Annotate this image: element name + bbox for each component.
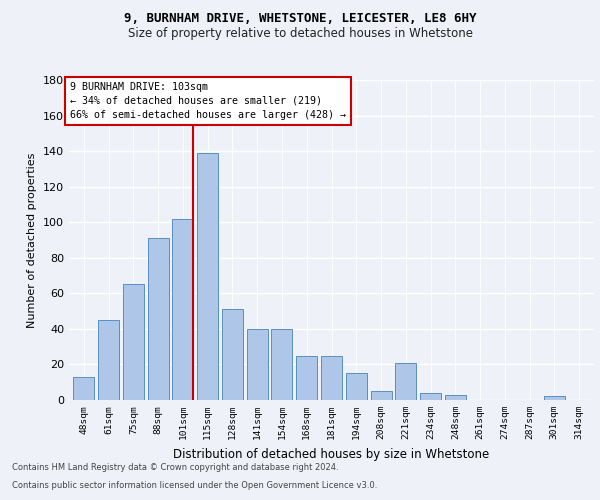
Bar bbox=[321, 356, 342, 400]
Text: Contains public sector information licensed under the Open Government Licence v3: Contains public sector information licen… bbox=[12, 481, 377, 490]
Text: 9 BURNHAM DRIVE: 103sqm
← 34% of detached houses are smaller (219)
66% of semi-d: 9 BURNHAM DRIVE: 103sqm ← 34% of detache… bbox=[70, 82, 346, 120]
Bar bbox=[271, 329, 292, 400]
Text: 9, BURNHAM DRIVE, WHETSTONE, LEICESTER, LE8 6HY: 9, BURNHAM DRIVE, WHETSTONE, LEICESTER, … bbox=[124, 12, 476, 26]
Bar bbox=[395, 362, 416, 400]
Bar bbox=[445, 394, 466, 400]
Text: Size of property relative to detached houses in Whetstone: Size of property relative to detached ho… bbox=[128, 28, 473, 40]
Bar bbox=[148, 238, 169, 400]
X-axis label: Distribution of detached houses by size in Whetstone: Distribution of detached houses by size … bbox=[173, 448, 490, 460]
Bar bbox=[222, 310, 243, 400]
Bar bbox=[420, 393, 441, 400]
Bar bbox=[296, 356, 317, 400]
Bar bbox=[73, 377, 94, 400]
Y-axis label: Number of detached properties: Number of detached properties bbox=[28, 152, 37, 328]
Bar bbox=[346, 374, 367, 400]
Bar bbox=[371, 391, 392, 400]
Bar bbox=[197, 153, 218, 400]
Bar bbox=[544, 396, 565, 400]
Bar bbox=[172, 218, 193, 400]
Bar bbox=[98, 320, 119, 400]
Text: Contains HM Land Registry data © Crown copyright and database right 2024.: Contains HM Land Registry data © Crown c… bbox=[12, 464, 338, 472]
Bar bbox=[247, 329, 268, 400]
Bar bbox=[123, 284, 144, 400]
